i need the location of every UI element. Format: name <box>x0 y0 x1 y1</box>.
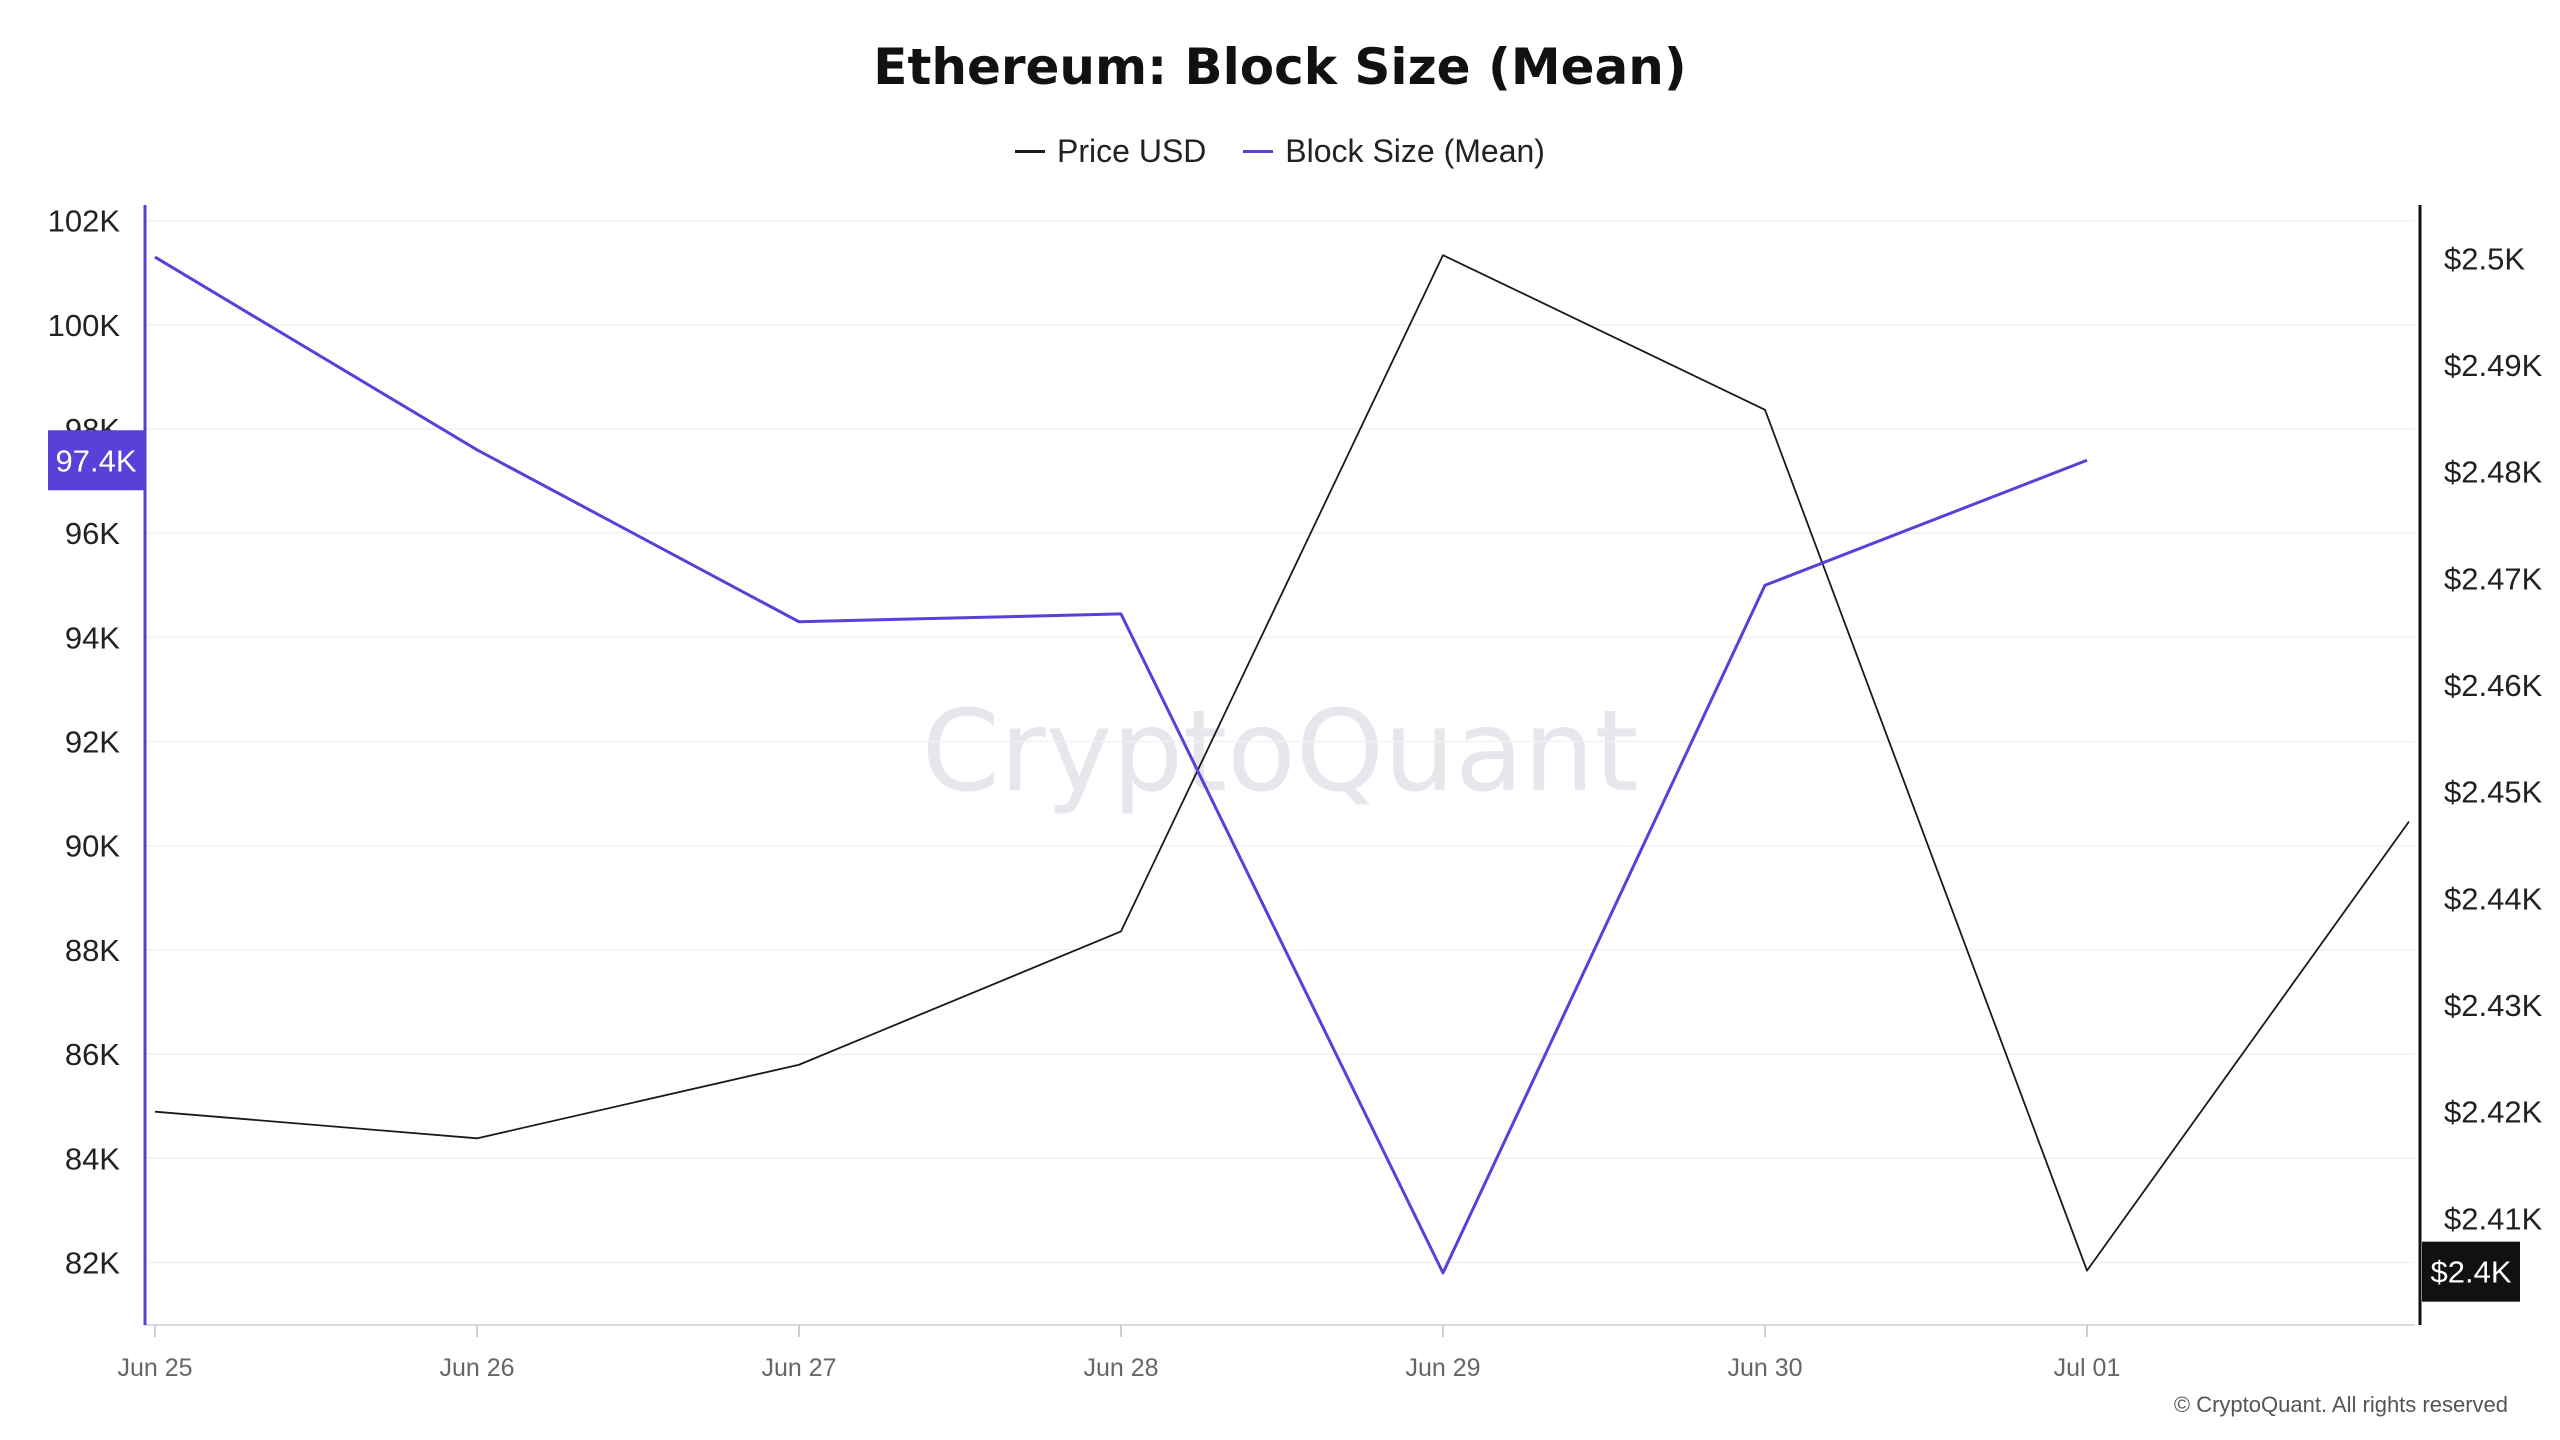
left-tick-label-0: 82K <box>65 1245 120 1280</box>
chart-title: Ethereum: Block Size (Mean) <box>873 38 1687 96</box>
right-current-badge <box>2422 1241 2520 1302</box>
left-current-badge <box>48 430 144 491</box>
left-tick-label-7: 96K <box>65 516 120 551</box>
right-tick-label-9: $2.5K <box>2444 241 2525 276</box>
left-tick-label-1: 84K <box>65 1141 120 1176</box>
right-tick-label-7: $2.48K <box>2444 455 2543 490</box>
legend-label-block-size: Block Size (Mean) <box>1285 133 1545 169</box>
left-current-badge-label: 97.4K <box>55 443 136 478</box>
chart-legend: Price USD Block Size (Mean) <box>0 124 2560 170</box>
right-tick-label-3: $2.44K <box>2444 881 2543 916</box>
left-tick-label-6: 94K <box>65 620 120 655</box>
copyright-footer: © CryptoQuant. All rights reserved <box>2173 1392 2508 1417</box>
series-line-0 <box>154 254 2410 1272</box>
legend-label-price: Price USD <box>1057 133 1207 169</box>
left-tick-label-10: 102K <box>48 204 121 239</box>
legend-swatch-block-size <box>1243 150 1274 153</box>
right-tick-label-8: $2.49K <box>2444 348 2543 383</box>
x-tick-label-5: Jun 30 <box>1727 1354 1802 1382</box>
left-tick-label-2: 86K <box>65 1037 120 1072</box>
legend-swatch-price <box>1015 150 1046 153</box>
right-tick-label-2: $2.43K <box>2444 988 2543 1023</box>
right-tick-label-1: $2.42K <box>2444 1095 2543 1130</box>
x-tick-label-6: Jul 01 <box>2054 1354 2121 1382</box>
left-tick-label-4: 90K <box>65 829 120 864</box>
right-tick-label-4: $2.45K <box>2444 775 2543 810</box>
left-tick-label-9: 100K <box>48 308 121 343</box>
legend-item-price[interactable]: Price USD <box>1015 133 1206 170</box>
right-tick-label-5: $2.46K <box>2444 668 2543 703</box>
x-tick-label-4: Jun 29 <box>1405 1354 1480 1382</box>
left-tick-label-5: 92K <box>65 725 120 760</box>
left-tick-label-3: 88K <box>65 933 120 968</box>
x-tick-label-3: Jun 28 <box>1083 1354 1158 1382</box>
right-current-badge-label: $2.4K <box>2430 1255 2511 1290</box>
right-tick-label-6: $2.47K <box>2444 561 2543 596</box>
right-tick-label-0: $2.41K <box>2444 1201 2543 1236</box>
x-tick-label-1: Jun 26 <box>439 1354 514 1382</box>
legend-item-block-size[interactable]: Block Size (Mean) <box>1243 133 1545 170</box>
x-tick-label-0: Jun 25 <box>117 1354 192 1382</box>
watermark-text: CryptoQuant <box>922 687 1639 817</box>
x-tick-label-2: Jun 27 <box>761 1354 836 1382</box>
